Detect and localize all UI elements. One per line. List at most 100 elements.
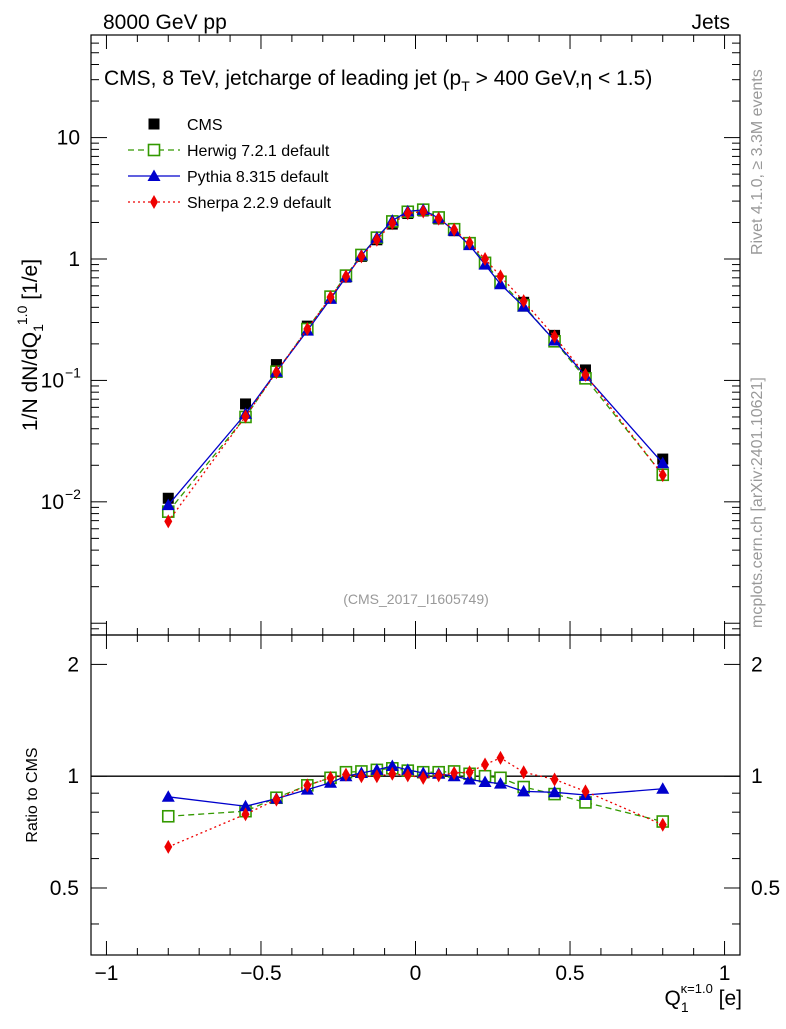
sherpa-2-2-9-default-ratio-point bbox=[481, 757, 490, 772]
cms-point bbox=[162, 492, 174, 504]
pythia-8-315-default-ratio-point bbox=[517, 784, 531, 797]
pythia-8-315-default-ratio-point bbox=[478, 775, 492, 787]
sherpa-2-2-9-default-point bbox=[403, 206, 412, 221]
legend-cms-label: CMS bbox=[187, 117, 223, 134]
legend-pythia-8-315-default-label: Pythia 8.315 default bbox=[187, 169, 329, 186]
pythia-8-315-default-point bbox=[161, 498, 175, 511]
sherpa-2-2-9-default-ratio-point bbox=[550, 772, 559, 787]
legend-herwig-7-2-1-default-marker bbox=[147, 143, 161, 157]
sherpa-2-2-9-default-point bbox=[465, 235, 474, 250]
sherpa-2-2-9-default-point bbox=[272, 365, 281, 380]
sherpa-2-2-9-default-point bbox=[419, 204, 428, 219]
sherpa-2-2-9-default-ratio-point bbox=[519, 765, 528, 780]
cms-point bbox=[270, 359, 282, 371]
herwig-7-2-1-default-line bbox=[167, 208, 664, 513]
pythia-8-315-default-ratio-point bbox=[370, 763, 384, 775]
sherpa-2-2-9-default-point bbox=[241, 409, 250, 424]
sherpa-2-2-9-default-point bbox=[550, 329, 559, 344]
legend-cms-marker bbox=[148, 118, 160, 130]
main-y-tick-label: 10 bbox=[41, 491, 64, 514]
legend-sherpa-2-2-9-default-label: Sherpa 2.2.9 default bbox=[187, 195, 332, 212]
main-y-tick-label: 10 bbox=[41, 369, 64, 392]
pythia-8-315-default-point bbox=[656, 456, 670, 469]
sherpa-2-2-9-default-ratio-point bbox=[419, 770, 428, 785]
ratio-series bbox=[161, 750, 670, 854]
main-y-tick-exponent: −2 bbox=[65, 486, 81, 502]
pythia-8-315-default-ratio-point bbox=[548, 785, 562, 798]
x-tick-label: 0 bbox=[410, 962, 422, 985]
chart-title: CMS, 8 TeV, jetcharge of leading jet (pT… bbox=[104, 67, 652, 94]
cms-point bbox=[240, 398, 252, 410]
ratio-y-tick-label-right: 2 bbox=[751, 653, 763, 676]
ratio-y-tick-label: 1 bbox=[67, 765, 79, 788]
ratio-y-tick-label: 0.5 bbox=[50, 877, 79, 900]
pythia-8-315-default-ratio-point bbox=[385, 759, 399, 772]
mcplots-label: mcplots.cern.ch [arXiv:2401.10621] bbox=[749, 377, 766, 628]
pythia-8-315-default-ratio-point bbox=[493, 777, 507, 789]
ratio-plot-frame bbox=[90, 634, 741, 956]
sherpa-2-2-9-default-ratio-point bbox=[272, 792, 281, 807]
sherpa-2-2-9-default-ratio-point bbox=[465, 765, 474, 780]
sherpa-2-2-9-default-point bbox=[164, 514, 173, 529]
sherpa-2-2-9-default-point bbox=[658, 468, 667, 483]
analysis-watermark: (CMS_2017_I1605749) bbox=[343, 591, 489, 607]
sherpa-2-2-9-default-ratio-point bbox=[341, 767, 350, 782]
main-series bbox=[161, 203, 670, 529]
sherpa-2-2-9-default-point bbox=[496, 269, 505, 284]
sherpa-2-2-9-default-ratio-point bbox=[434, 768, 443, 783]
sherpa-2-2-9-default-ratio-point bbox=[450, 766, 459, 781]
herwig-7-2-1-default-ratio-point bbox=[161, 809, 175, 823]
sherpa-2-2-9-default-point bbox=[341, 269, 350, 284]
sherpa-2-2-9-default-point bbox=[450, 222, 459, 237]
header-right: Jets bbox=[691, 11, 730, 34]
sherpa-2-2-9-default-ratio-point bbox=[403, 768, 412, 783]
x-tick-label: 0.5 bbox=[555, 962, 584, 985]
ratio-ticks: 2 2 1 1 0.5 0.5 bbox=[50, 635, 780, 955]
sherpa-2-2-9-default-point bbox=[388, 216, 397, 231]
sherpa-2-2-9-default-point bbox=[581, 367, 590, 382]
x-tick-label: 1 bbox=[719, 962, 731, 985]
sherpa-2-2-9-default-point bbox=[372, 232, 381, 247]
sherpa-2-2-9-default-ratio-point bbox=[303, 778, 312, 793]
ratio-y-tick-label-right: 0.5 bbox=[751, 877, 780, 900]
sherpa-2-2-9-default-point bbox=[481, 252, 490, 267]
sherpa-2-2-9-default-ratio-point bbox=[581, 784, 590, 799]
ratio-plot: 2 2 1 1 0.5 0.5 Ratio to CMS bbox=[24, 634, 780, 956]
legend-herwig-7-2-1-default-label: Herwig 7.2.1 default bbox=[187, 143, 330, 160]
legend: CMS Herwig 7.2.1 default Pythia 8.315 defa… bbox=[128, 117, 332, 212]
ratio-y-axis-label: Ratio to CMS bbox=[24, 747, 41, 842]
sherpa-2-2-9-default-ratio-point bbox=[388, 766, 397, 781]
legend-pythia-8-315-default-marker bbox=[147, 169, 161, 181]
main-y-tick-exponent: −1 bbox=[65, 364, 81, 380]
x-tick-labels: −1 −0.5 0 0.5 1 bbox=[94, 962, 730, 985]
header-left: 8000 GeV pp bbox=[103, 11, 227, 34]
rivet-label: Rivet 4.1.0, ≥ 3.3M events bbox=[749, 69, 766, 255]
pythia-8-315-default-ratio-point bbox=[161, 790, 175, 802]
x-tick-label: −0.5 bbox=[240, 962, 281, 985]
x-tick-label: −1 bbox=[94, 962, 118, 985]
pythia-8-315-default-ratio-line bbox=[168, 765, 663, 807]
pythia-8-315-default-ratio-point bbox=[239, 799, 253, 812]
ratio-y-tick-label: 2 bbox=[67, 653, 79, 676]
sherpa-2-2-9-default-point bbox=[326, 290, 335, 305]
pythia-8-315-default-line bbox=[167, 209, 664, 506]
pythia-8-315-default-point bbox=[493, 277, 507, 290]
sherpa-2-2-9-default-point bbox=[434, 211, 443, 226]
main-y-tick-label: 1 bbox=[68, 248, 80, 271]
y-axis-label: 1/N dN/dQ11.0 [1/e] bbox=[14, 259, 46, 431]
sherpa-2-2-9-default-ratio-point bbox=[357, 769, 366, 784]
main-y-tick-label: 10 bbox=[57, 127, 80, 150]
sherpa-2-2-9-default-ratio-point bbox=[241, 807, 250, 822]
sherpa-2-2-9-default-ratio-point bbox=[372, 769, 381, 784]
sherpa-2-2-9-default-point bbox=[303, 322, 312, 337]
sherpa-2-2-9-default-ratio-line bbox=[168, 757, 663, 848]
x-axis-label: Q1κ=1.0 [e] bbox=[665, 981, 743, 1015]
sherpa-2-2-9-default-ratio-point bbox=[496, 750, 505, 765]
sherpa-2-2-9-default-point bbox=[519, 294, 528, 309]
legend-sherpa-2-2-9-default-marker bbox=[150, 195, 158, 209]
sherpa-2-2-9-default-ratio-point bbox=[164, 839, 173, 854]
sherpa-2-2-9-default-ratio-point bbox=[326, 770, 335, 785]
ratio-y-tick-label-right: 1 bbox=[751, 765, 763, 788]
